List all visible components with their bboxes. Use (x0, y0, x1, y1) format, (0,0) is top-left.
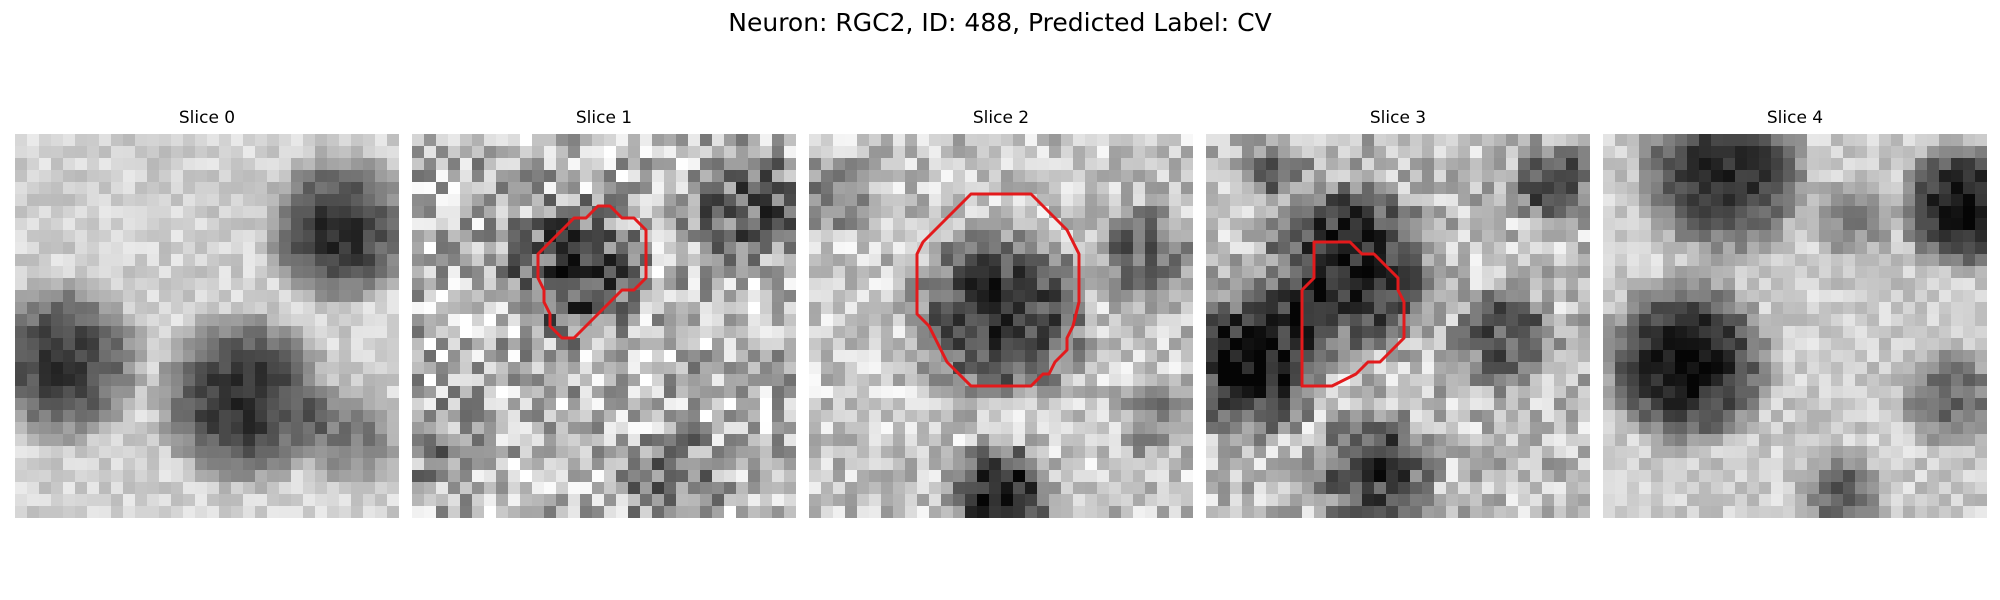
cell-contour (915, 192, 1081, 388)
slice-panel-0: Slice 0 (15, 106, 399, 518)
slice-image (1603, 134, 1987, 518)
slice-image (15, 134, 399, 518)
slice-panel-1: Slice 1 (412, 106, 796, 518)
slice-title: Slice 4 (1766, 108, 1824, 128)
slice-panel-4: Slice 4 (1603, 106, 1987, 518)
slice-title: Slice 1 (575, 108, 633, 128)
slice-title: Slice 2 (972, 108, 1030, 128)
slice-image (1206, 134, 1590, 518)
figure-title: Neuron: RGC2, ID: 488, Predicted Label: … (728, 8, 1272, 37)
slice-panel-3: Slice 3 (1206, 106, 1590, 518)
slice-panel-2: Slice 2 (809, 106, 1193, 518)
cell-contour (1300, 240, 1406, 388)
slice-image (809, 134, 1193, 518)
slice-image (412, 134, 796, 518)
slice-title: Slice 0 (178, 108, 236, 128)
slice-title: Slice 3 (1369, 108, 1427, 128)
cell-contour (536, 204, 648, 340)
